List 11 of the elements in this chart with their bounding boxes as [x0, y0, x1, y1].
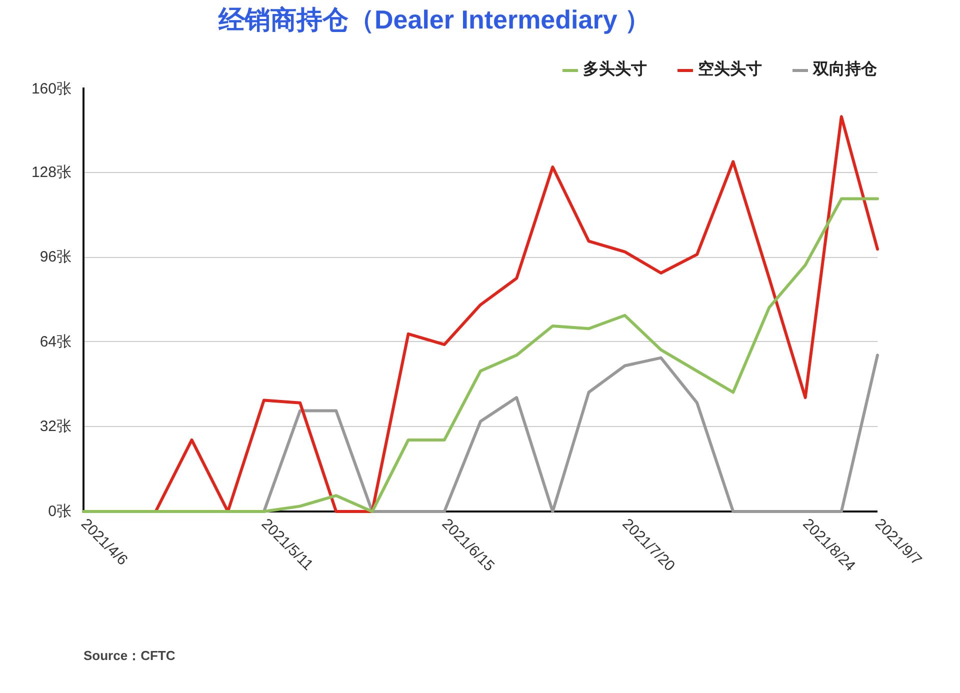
legend-label: 多头头寸 [583, 60, 647, 80]
legend-label: 双向持仓 [813, 60, 877, 80]
y-tick-label: 128张 [31, 164, 72, 181]
legend-label: 空头头寸 [698, 59, 762, 80]
y-tick-label: 64张 [40, 333, 72, 350]
y-tick-label: 32张 [40, 418, 72, 436]
y-tick-label: 0张 [48, 503, 72, 520]
y-tick-label: 160张 [31, 80, 72, 98]
chart-title: 经销商持仓（Dealer Intermediary ） [218, 4, 651, 34]
y-tick-label: 96张 [40, 248, 72, 266]
source-note: Source：CFTC [84, 648, 176, 663]
